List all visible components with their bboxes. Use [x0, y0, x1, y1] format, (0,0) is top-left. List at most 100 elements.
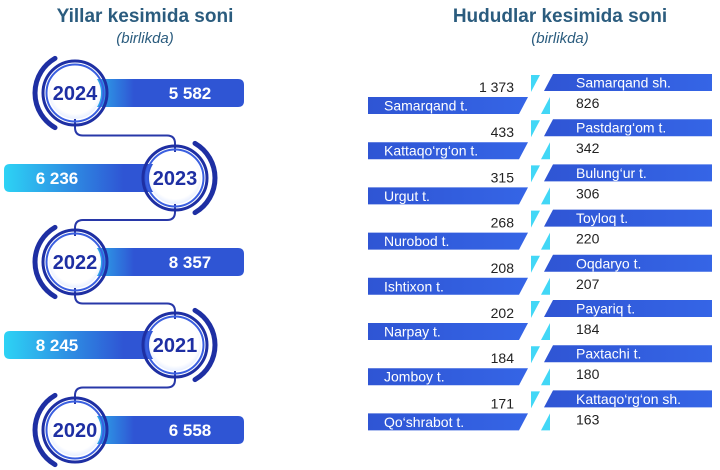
year-label: 2020 [53, 420, 98, 442]
region-accent [531, 120, 540, 138]
year-circle [49, 404, 101, 456]
years-chart: 2024 5 582 2023 6 236 2022 8 357 2021 8 245 2020… [4, 55, 244, 468]
year-label: 2021 [153, 335, 198, 357]
region-label: Payariq t. [576, 301, 635, 317]
left-panel-subtitle: (birlikda) [116, 30, 174, 47]
region-value: 163 [576, 411, 600, 427]
region-value: 184 [491, 350, 515, 366]
region-label: Samarqand sh. [576, 75, 671, 91]
region-bar [368, 277, 528, 295]
year-inner-ring [45, 63, 105, 123]
region-bar [544, 254, 712, 272]
region-accent [541, 187, 550, 205]
left-panel-title: Yillar kesimida soni [56, 6, 234, 27]
year-outer-arc [192, 307, 218, 383]
region-accent [541, 142, 550, 160]
region-bar [544, 209, 712, 227]
region-label: Narpay t. [384, 324, 441, 340]
region-bar [368, 232, 528, 250]
year-bar [75, 248, 244, 276]
region-label: Ishtixon t. [384, 278, 444, 294]
region-label: Kattaqo‘rg‘on t. [384, 143, 478, 159]
year-outer-arc [32, 55, 58, 131]
year-connector [74, 119, 176, 152]
region-accent [531, 75, 540, 92]
region-bar [368, 97, 528, 114]
region-bar [368, 413, 528, 431]
year-label: 2023 [153, 168, 198, 190]
year-inner-ring [145, 315, 205, 375]
region-value: 184 [576, 321, 600, 337]
region-value: 315 [491, 169, 515, 185]
region-bar [368, 142, 528, 160]
year-value: 8 245 [36, 336, 79, 355]
year-value: 5 582 [169, 84, 212, 103]
year-ring [41, 59, 109, 127]
year-value: 6 236 [36, 169, 79, 188]
region-bar [544, 164, 712, 182]
year-label: 2022 [53, 252, 98, 274]
region-bar [368, 323, 528, 340]
year-outer-arc [32, 392, 58, 468]
year-inner-ring [45, 232, 105, 292]
region-label: Urgut t. [384, 188, 430, 204]
year-ring [141, 144, 209, 212]
region-accent [541, 368, 550, 386]
region-accent [541, 97, 550, 114]
region-label: Paxtachi t. [576, 346, 641, 362]
region-accent [531, 346, 540, 364]
year-connector [74, 204, 176, 236]
year-ring [41, 228, 109, 296]
year-ring [41, 396, 109, 464]
year-circle [149, 319, 201, 371]
region-bar [544, 119, 712, 137]
region-accent [531, 210, 540, 228]
region-value: 826 [576, 95, 600, 111]
right-panel-subtitle: (birlikda) [531, 30, 589, 47]
region-accent [541, 413, 550, 431]
year-bar [75, 79, 244, 107]
region-accent [531, 391, 540, 409]
region-bar [368, 187, 528, 205]
region-accent [531, 165, 540, 183]
region-value: 171 [491, 395, 515, 411]
year-connector [74, 288, 176, 319]
region-bar [544, 74, 712, 91]
region-value: 306 [576, 185, 600, 201]
year-circle [49, 236, 101, 288]
year-connector [74, 371, 176, 404]
region-label: Toyloq t. [576, 210, 628, 226]
region-label: Qo‘shrabot t. [384, 414, 464, 430]
region-value: 342 [576, 140, 600, 156]
region-value: 180 [576, 366, 600, 382]
year-value: 6 558 [169, 421, 212, 440]
region-value: 268 [491, 215, 515, 231]
region-bar [544, 300, 712, 317]
year-outer-arc [32, 224, 58, 300]
region-label: Jomboy t. [384, 369, 445, 385]
region-accent [541, 323, 550, 340]
region-accent [531, 301, 540, 318]
region-bar [544, 345, 712, 363]
region-value: 207 [576, 276, 600, 292]
region-value: 208 [491, 260, 515, 276]
region-label: Oqdaryo t. [576, 255, 641, 271]
year-inner-ring [45, 400, 105, 460]
year-inner-ring [145, 148, 205, 208]
region-value: 433 [491, 124, 515, 140]
year-label: 2024 [53, 83, 98, 105]
region-accent [541, 277, 550, 295]
region-value: 202 [491, 305, 515, 321]
region-label: Samarqand t. [384, 98, 468, 114]
region-accent [541, 232, 550, 250]
region-bar [368, 368, 528, 386]
year-circle [149, 152, 201, 204]
year-outer-arc [192, 140, 218, 216]
region-label: Bulung‘ur t. [576, 165, 647, 181]
region-value: 1 373 [479, 79, 514, 95]
region-label: Nurobod t. [384, 233, 449, 249]
year-bar [4, 164, 175, 192]
region-accent [531, 255, 540, 273]
region-label: Pastdarg‘om t. [576, 120, 666, 136]
right-panel-title: Hududlar kesimida soni [452, 6, 668, 27]
